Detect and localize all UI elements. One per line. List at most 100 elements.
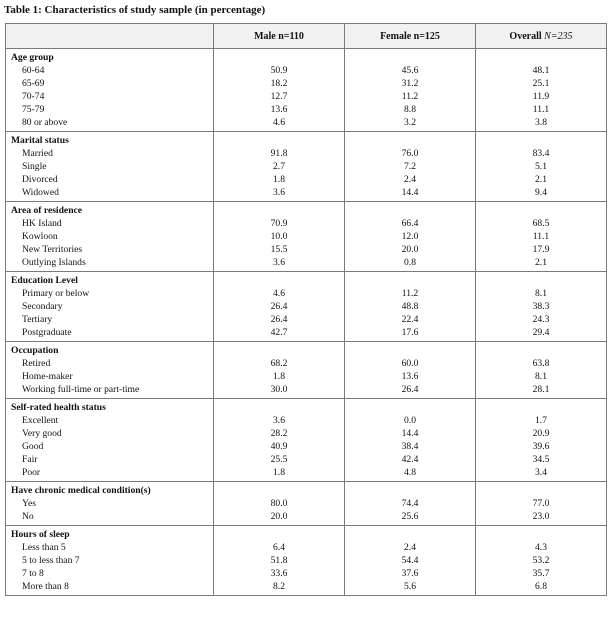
section-spacer xyxy=(476,134,606,147)
row-label: Tertiary xyxy=(22,314,53,325)
female-value: 31.2 xyxy=(401,78,419,89)
female-values-cell: 11.2 48.8 22.4 17.6 xyxy=(344,271,476,342)
section-spacer xyxy=(345,484,475,497)
overall-value: 77.0 xyxy=(532,498,550,509)
row-label: Very good xyxy=(22,428,62,439)
row-label: More than 8 xyxy=(22,581,69,592)
header-female: Female n=125 xyxy=(344,23,476,49)
male-values-cell: 91.8 2.7 1.8 3.6 xyxy=(213,131,345,202)
table-section: Age group 60-64 65-69 70-74 75-79 80 or above… xyxy=(5,48,607,132)
overall-value: 3.4 xyxy=(535,467,547,478)
row-label: Kowloon xyxy=(22,231,58,242)
section-spacer xyxy=(345,344,475,357)
section-title: Area of residence xyxy=(11,205,83,216)
female-values-cell: 0.0 14.4 38.4 42.4 4.8 xyxy=(344,398,476,482)
overall-value: 3.8 xyxy=(535,117,547,128)
male-value: 10.0 xyxy=(270,231,288,242)
female-value: 2.4 xyxy=(404,542,416,553)
section-label-cell: Education Level Primary or below Secondary… xyxy=(5,271,214,342)
row-label: Good xyxy=(22,441,44,452)
table-section: Area of residence HK Island Kowloon New Ter… xyxy=(5,201,607,272)
female-value: 17.6 xyxy=(401,327,419,338)
section-title: Self-rated health status xyxy=(11,402,106,413)
male-value: 20.0 xyxy=(270,511,288,522)
male-value: 50.9 xyxy=(270,65,288,76)
male-value: 3.6 xyxy=(273,187,285,198)
overall-value: 38.3 xyxy=(532,301,550,312)
section-label-cell: Self-rated health status Excellent Very go… xyxy=(5,398,214,482)
section-label-cell: Have chronic medical condition(s) Yes No xyxy=(5,481,214,526)
table-section: Occupation Retired Home-maker Working full-… xyxy=(5,341,607,399)
section-spacer xyxy=(214,401,344,414)
overall-value: 2.1 xyxy=(535,174,547,185)
male-value: 18.2 xyxy=(270,78,288,89)
male-value: 4.6 xyxy=(273,117,285,128)
row-label: Postgraduate xyxy=(22,327,72,338)
male-value: 1.8 xyxy=(273,174,285,185)
overall-value: 53.2 xyxy=(532,555,550,566)
section-title: Marital status xyxy=(11,135,69,146)
section-title: Have chronic medical condition(s) xyxy=(11,485,151,496)
male-values-cell: 6.4 51.8 33.6 8.2 xyxy=(213,525,345,596)
section-title: Age group xyxy=(11,52,54,63)
male-value: 6.4 xyxy=(273,542,285,553)
section-spacer xyxy=(345,51,475,64)
female-value: 2.4 xyxy=(404,174,416,185)
male-value: 3.6 xyxy=(273,257,285,268)
female-value: 4.8 xyxy=(404,467,416,478)
female-values-cell: 45.6 31.2 11.2 8.8 3.2 xyxy=(344,48,476,132)
overall-values-cell: 83.4 5.1 2.1 9.4 xyxy=(475,131,607,202)
header-male: Male n=110 xyxy=(213,23,345,49)
overall-values-cell: 8.1 38.3 24.3 29.4 xyxy=(475,271,607,342)
overall-value: 5.1 xyxy=(535,161,547,172)
section-spacer xyxy=(476,274,606,287)
overall-value: 11.9 xyxy=(532,91,550,102)
section-spacer xyxy=(214,528,344,541)
overall-value: 48.1 xyxy=(532,65,550,76)
table-section: Education Level Primary or below Secondary… xyxy=(5,271,607,342)
female-value: 5.6 xyxy=(404,581,416,592)
section-label-cell: Hours of sleep Less than 5 5 to less than … xyxy=(5,525,214,596)
female-value: 7.2 xyxy=(404,161,416,172)
male-value: 3.6 xyxy=(273,415,285,426)
female-value: 8.8 xyxy=(404,104,416,115)
section-spacer xyxy=(476,204,606,217)
male-value: 26.4 xyxy=(270,314,288,325)
male-values-cell: 80.0 20.0 xyxy=(213,481,345,526)
row-label: Widowed xyxy=(22,187,59,198)
section-spacer xyxy=(476,344,606,357)
section-spacer xyxy=(345,204,475,217)
overall-values-cell: 77.0 23.0 xyxy=(475,481,607,526)
overall-value: 23.0 xyxy=(532,511,550,522)
row-label: Divorced xyxy=(22,174,58,185)
female-value: 45.6 xyxy=(401,65,419,76)
table-header-row: Male n=110 Female n=125 Overall N=235 xyxy=(5,23,607,49)
male-value: 1.8 xyxy=(273,371,285,382)
female-value: 38.4 xyxy=(401,441,419,452)
overall-value: 28.1 xyxy=(532,384,550,395)
row-label: No xyxy=(22,511,34,522)
overall-value: 34.5 xyxy=(532,454,550,465)
row-label: 80 or above xyxy=(22,117,68,128)
female-value: 60.0 xyxy=(401,358,419,369)
male-value: 68.2 xyxy=(270,358,288,369)
row-label: 70-74 xyxy=(22,91,45,102)
overall-value: 63.8 xyxy=(532,358,550,369)
overall-values-cell: 4.3 53.2 35.7 6.8 xyxy=(475,525,607,596)
female-value: 3.2 xyxy=(404,117,416,128)
row-label: Working full-time or part-time xyxy=(22,384,140,395)
female-value: 26.4 xyxy=(401,384,419,395)
overall-values-cell: 1.7 20.9 39.6 34.5 3.4 xyxy=(475,398,607,482)
section-title: Education Level xyxy=(11,275,78,286)
section-label-cell: Age group 60-64 65-69 70-74 75-79 80 or above xyxy=(5,48,214,132)
female-value: 48.8 xyxy=(401,301,419,312)
female-value: 66.4 xyxy=(401,218,419,229)
overall-values-cell: 68.5 11.1 17.9 2.1 xyxy=(475,201,607,272)
overall-value: 1.7 xyxy=(535,415,547,426)
characteristics-table: Male n=110 Female n=125 Overall N=235 Ag… xyxy=(5,23,607,596)
male-value: 25.5 xyxy=(270,454,288,465)
section-spacer xyxy=(476,484,606,497)
section-spacer xyxy=(214,204,344,217)
section-title: Occupation xyxy=(11,345,59,356)
female-value: 0.8 xyxy=(404,257,416,268)
